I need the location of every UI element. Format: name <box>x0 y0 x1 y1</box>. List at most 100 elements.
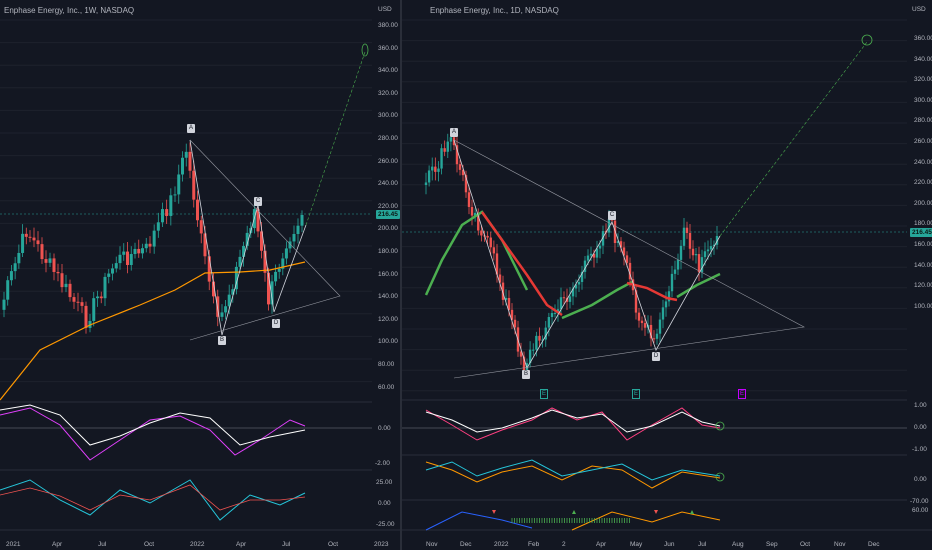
daily-candle-body <box>691 248 695 256</box>
daily-chart-canvas[interactable] <box>402 0 932 550</box>
weekly-price-tick: 220.00 <box>378 202 398 210</box>
daily-candle-body <box>486 235 489 238</box>
daily-time-tick: Apr <box>596 541 607 548</box>
daily-candle-body <box>455 145 459 165</box>
daily-price-tick: 340.00 <box>914 55 932 63</box>
weekly-candle-body <box>126 251 129 265</box>
daily-candle-body <box>658 319 662 334</box>
daily-candle-body <box>682 227 686 246</box>
daily-time-tick: Feb <box>528 541 540 548</box>
weekly-chart-pane[interactable]: Enphase Energy, Inc., 1W, NASDAQ USD 380… <box>0 0 400 550</box>
daily-candle-body <box>461 169 465 176</box>
wave-label-c: C <box>254 197 262 206</box>
daily-candle-body <box>664 301 668 308</box>
daily-candle-body <box>427 170 431 183</box>
daily-osc2-line-1 <box>425 461 721 489</box>
daily-candle-body <box>583 260 587 272</box>
daily-price-tick: 100.00 <box>914 302 932 310</box>
earnings-event-mark-3[interactable]: E <box>738 389 746 399</box>
daily-candle-body <box>525 363 529 371</box>
daily-wave-label-a: A <box>450 128 458 137</box>
weekly-candle-body <box>224 306 228 313</box>
weekly-time-tick: 2023 <box>374 541 389 548</box>
weekly-candle-body <box>133 248 137 255</box>
weekly-time-tick: Apr <box>236 541 247 548</box>
weekly-candle-body <box>184 151 188 158</box>
earnings-event-mark-1[interactable]: E <box>540 389 548 399</box>
earnings-event-mark-2[interactable]: E <box>632 389 640 399</box>
weekly-osc2-label: -2.00 <box>375 460 390 467</box>
weekly-candle-body <box>181 157 184 175</box>
daily-wave-label-c: C <box>608 211 616 220</box>
daily-chart-pane[interactable]: Enphase Energy, Inc., 1D, NASDAQ USD 360… <box>402 0 932 550</box>
daily-price-tick: 200.00 <box>914 199 932 207</box>
daily-candle-body <box>712 244 716 247</box>
weekly-candle-body <box>173 194 177 196</box>
daily-candle-body <box>501 282 505 300</box>
weekly-candle-body <box>212 281 215 297</box>
weekly-candle-body <box>111 268 114 274</box>
daily-time-tick: Sep <box>766 541 778 548</box>
daily-osc2-zero: 0.00 <box>914 476 927 483</box>
weekly-candle-body <box>118 254 122 264</box>
weekly-candle-body <box>144 243 148 249</box>
weekly-candle-body <box>188 151 192 171</box>
weekly-candle-body <box>148 243 152 247</box>
daily-time-tick: Jun <box>664 541 675 548</box>
pane-divider[interactable] <box>400 0 402 550</box>
weekly-candle-body <box>207 256 211 282</box>
weekly-candle-body <box>281 258 285 269</box>
daily-osc1-bottom: -1.00 <box>912 446 927 453</box>
daily-candle-body <box>598 245 602 249</box>
weekly-time-tick: 2021 <box>6 541 21 548</box>
weekly-candle-body <box>36 240 40 245</box>
daily-osc1-top: 1.00 <box>914 402 927 409</box>
daily-chart-title: Enphase Energy, Inc., 1D, NASDAQ <box>430 6 559 15</box>
daily-candle-body <box>538 335 541 341</box>
daily-price-tick: 240.00 <box>914 158 932 166</box>
daily-candle-body <box>568 296 572 302</box>
weekly-candle-body <box>288 241 292 249</box>
weekly-candle-body <box>260 231 263 251</box>
daily-candle-body <box>676 259 680 270</box>
daily-candle-body <box>571 288 575 297</box>
daily-candle-body <box>528 349 532 364</box>
weekly-price-tick: 380.00 <box>378 22 398 29</box>
daily-candle-body <box>559 297 563 310</box>
weekly-chart-canvas[interactable] <box>0 0 400 550</box>
weekly-candle-body <box>44 259 48 263</box>
weekly-candle-body <box>52 258 56 272</box>
daily-wave-label-d: D <box>652 352 660 361</box>
daily-candle-body <box>480 230 483 236</box>
weekly-candle-body <box>103 276 107 299</box>
daily-candle-body <box>649 324 653 339</box>
weekly-candle-body <box>17 252 21 264</box>
weekly-time-tick: Jul <box>98 541 107 548</box>
weekly-candle-body <box>84 305 88 328</box>
weekly-price-tick: 260.00 <box>378 157 398 165</box>
daily-time-tick: Dec <box>868 541 880 548</box>
weekly-candle-body <box>263 250 267 273</box>
projected-path <box>305 51 366 226</box>
daily-candle-body <box>553 313 557 315</box>
weekly-candle-body <box>21 233 25 253</box>
daily-triangle-boundary <box>453 139 805 379</box>
weekly-candle-body <box>72 297 76 302</box>
daily-price-tick: 160.00 <box>914 241 932 248</box>
daily-osc2-bottom: -70.00 <box>910 498 929 505</box>
weekly-price-tick: 240.00 <box>378 180 398 188</box>
daily-price-tick: 360.00 <box>914 35 932 42</box>
weekly-price-tick: 340.00 <box>378 67 398 75</box>
daily-osc1-zero: 0.00 <box>914 424 927 431</box>
daily-candle-body <box>547 317 551 328</box>
weekly-candle-body <box>80 302 84 306</box>
weekly-candle-body <box>96 296 99 299</box>
weekly-osc-line-1 <box>0 407 306 461</box>
daily-candle-body <box>700 257 704 273</box>
daily-currency-label: USD <box>912 6 926 13</box>
daily-candle-body <box>715 236 719 245</box>
daily-candle-body <box>434 166 437 172</box>
daily-candle-body <box>513 319 517 328</box>
weekly-price-tick: 360.00 <box>378 44 398 52</box>
daily-candle-body <box>498 274 502 283</box>
